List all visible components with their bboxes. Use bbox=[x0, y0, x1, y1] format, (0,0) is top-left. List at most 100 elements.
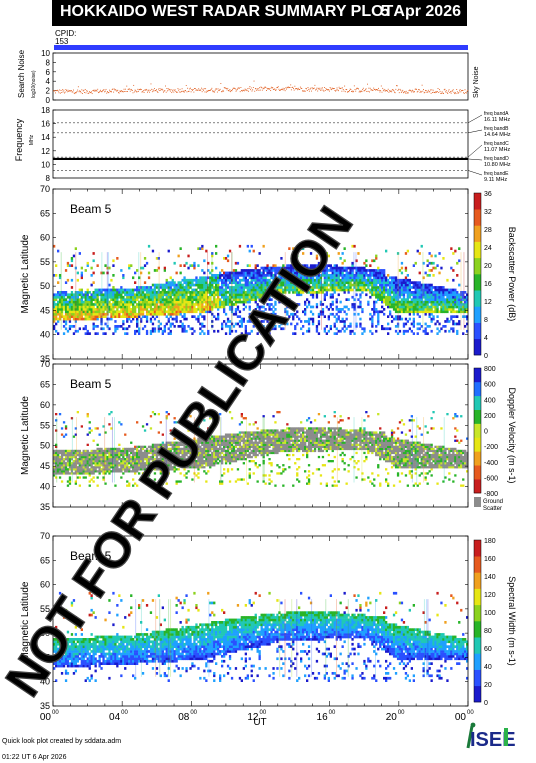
data-cell bbox=[406, 249, 409, 253]
data-cell bbox=[343, 276, 346, 280]
data-cell bbox=[112, 305, 115, 309]
data-cell bbox=[145, 449, 149, 453]
data-cell bbox=[157, 305, 160, 309]
data-cell bbox=[414, 300, 417, 304]
data-cell bbox=[248, 288, 251, 292]
data-cell bbox=[159, 470, 162, 473]
data-cell bbox=[134, 288, 137, 292]
noise-point bbox=[354, 89, 356, 90]
data-cell bbox=[159, 462, 162, 465]
noise-point bbox=[160, 89, 162, 91]
data-cell bbox=[57, 312, 60, 316]
data-cell bbox=[167, 283, 170, 287]
data-cell bbox=[163, 327, 166, 331]
data-cell bbox=[112, 295, 115, 299]
freq-ylabel: Frequency bbox=[14, 118, 24, 161]
data-cell bbox=[396, 291, 400, 294]
data-cell bbox=[141, 460, 145, 463]
data-cell bbox=[264, 298, 267, 301]
data-cell bbox=[153, 449, 157, 453]
data-cell bbox=[343, 325, 346, 328]
data-cell bbox=[454, 315, 457, 318]
noise-point bbox=[200, 89, 202, 91]
data-cell bbox=[155, 293, 159, 297]
data-cell bbox=[169, 458, 172, 461]
data-cell bbox=[203, 291, 206, 294]
data-cell bbox=[250, 291, 253, 294]
noise-point bbox=[386, 90, 388, 92]
data-cell bbox=[448, 298, 451, 301]
data-cell bbox=[313, 291, 317, 294]
data-cell bbox=[381, 305, 384, 309]
noise-point bbox=[378, 87, 379, 89]
noise-point bbox=[146, 89, 148, 91]
data-cell bbox=[185, 281, 188, 284]
data-cell bbox=[90, 478, 93, 481]
data-cell bbox=[252, 278, 255, 282]
data-cell bbox=[422, 310, 425, 314]
data-cell bbox=[183, 447, 186, 451]
data-cell bbox=[134, 460, 137, 463]
data-cell bbox=[335, 300, 338, 304]
data-cell bbox=[420, 305, 423, 309]
noise-point bbox=[194, 88, 195, 89]
data-cell bbox=[76, 466, 79, 469]
noise-point bbox=[259, 87, 261, 89]
data-cell bbox=[262, 278, 265, 282]
data-cell bbox=[104, 295, 107, 299]
data-cell bbox=[98, 300, 101, 304]
data-cell bbox=[345, 266, 348, 270]
data-cell bbox=[396, 308, 400, 311]
data-cell bbox=[244, 329, 247, 333]
data-cell bbox=[456, 298, 459, 301]
data-cell bbox=[276, 315, 279, 318]
data-cell bbox=[66, 464, 70, 467]
noise-point bbox=[393, 91, 395, 93]
data-cell bbox=[102, 310, 105, 314]
noise-point bbox=[451, 90, 453, 92]
data-cell bbox=[309, 293, 313, 297]
data-cell bbox=[296, 281, 299, 284]
data-cell bbox=[286, 266, 289, 270]
data-cell bbox=[149, 317, 153, 321]
data-cell bbox=[311, 266, 315, 270]
data-cell bbox=[82, 458, 85, 461]
data-cell bbox=[114, 468, 117, 471]
data-cell bbox=[110, 298, 113, 301]
data-cell bbox=[145, 315, 149, 318]
data-cell bbox=[311, 322, 315, 326]
data-cell bbox=[118, 451, 121, 455]
data-cell bbox=[112, 310, 115, 314]
data-cell bbox=[84, 468, 87, 471]
data-cell bbox=[466, 322, 469, 326]
noise-point bbox=[153, 90, 155, 92]
data-cell bbox=[254, 266, 257, 270]
noise-point bbox=[361, 91, 363, 93]
data-cell bbox=[418, 298, 421, 301]
data-cell bbox=[94, 460, 97, 463]
data-cell bbox=[62, 472, 66, 475]
data-cell bbox=[80, 464, 83, 467]
data-cell bbox=[197, 298, 200, 301]
data-cell bbox=[361, 288, 364, 292]
data-cell bbox=[390, 320, 394, 323]
data-cell bbox=[90, 266, 93, 270]
data-cell bbox=[108, 317, 111, 321]
data-cell bbox=[163, 451, 166, 455]
data-cell bbox=[92, 462, 95, 465]
data-cell bbox=[118, 455, 121, 459]
data-cell bbox=[213, 315, 216, 318]
data-cell bbox=[438, 298, 441, 301]
data-cell bbox=[68, 264, 72, 267]
data-cell bbox=[120, 269, 123, 272]
data-cell bbox=[126, 455, 129, 459]
data-cell bbox=[430, 320, 433, 323]
noise-point bbox=[82, 90, 84, 92]
data-cell bbox=[149, 447, 153, 451]
data-cell bbox=[189, 286, 192, 289]
data-cell bbox=[246, 283, 249, 287]
data-cell bbox=[80, 266, 83, 270]
data-cell bbox=[260, 320, 263, 323]
data-cell bbox=[104, 482, 107, 485]
data-cell bbox=[96, 312, 99, 316]
